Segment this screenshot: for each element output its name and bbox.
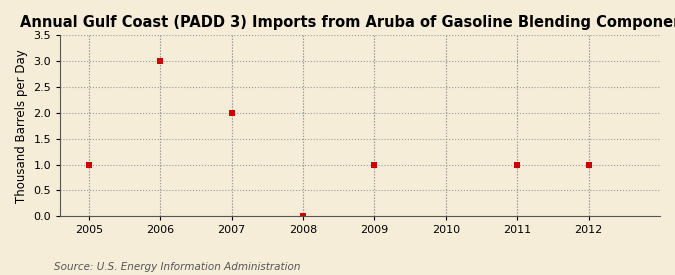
Title: Annual Gulf Coast (PADD 3) Imports from Aruba of Gasoline Blending Components: Annual Gulf Coast (PADD 3) Imports from … [20,15,675,30]
Y-axis label: Thousand Barrels per Day: Thousand Barrels per Day [15,49,28,203]
Text: Source: U.S. Energy Information Administration: Source: U.S. Energy Information Administ… [54,262,300,272]
